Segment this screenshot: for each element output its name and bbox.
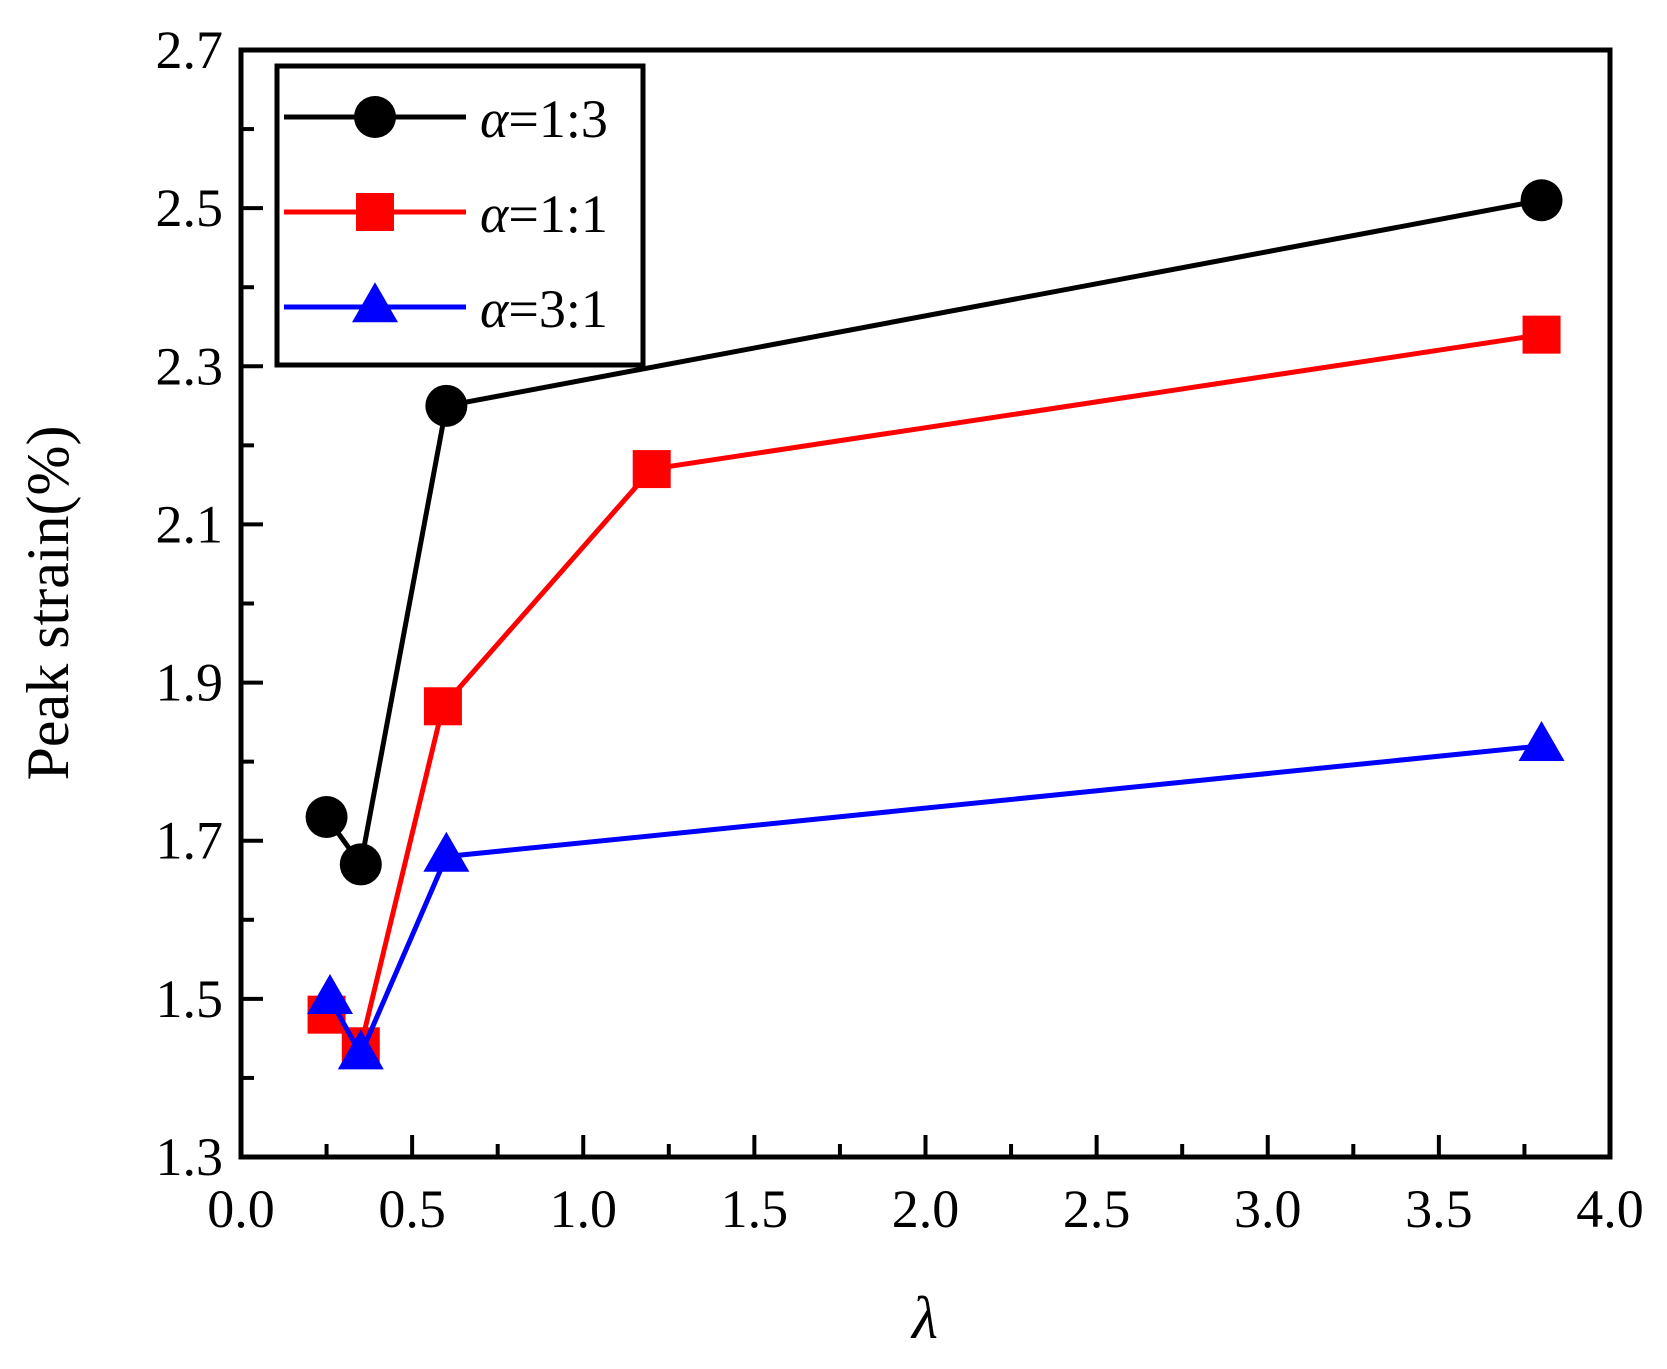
series-1-point xyxy=(305,795,348,838)
y-tick-labels: 1.3 1.5 1.7 1.9 2.1 2.3 2.5 2.7 xyxy=(156,20,224,1187)
series-2-point xyxy=(632,450,671,489)
legend-ratio: =3:1 xyxy=(508,279,607,339)
series-3-line xyxy=(327,743,1542,1057)
x-axis-title: λ xyxy=(910,1285,938,1351)
legend-symbol: α xyxy=(480,89,510,149)
series-3-point xyxy=(306,974,353,1015)
legend-ratio: =1:3 xyxy=(508,89,607,149)
legend-marker xyxy=(352,282,398,323)
legend-symbol: α xyxy=(480,279,510,339)
series-1-point xyxy=(425,384,468,427)
series-layer xyxy=(305,179,1565,1070)
series-1-point xyxy=(1520,179,1563,222)
series-3 xyxy=(306,721,1565,1070)
series-2-point xyxy=(1522,315,1561,354)
legend-marker xyxy=(354,96,396,138)
x-tick-label: 4.0 xyxy=(1576,1179,1644,1239)
x-tick-labels: 0.0 0.5 1.0 1.5 2.0 2.5 3.0 3.5 4.0 xyxy=(207,1179,1644,1239)
x-tick-label: 3.0 xyxy=(1234,1179,1302,1239)
y-tick-label: 2.1 xyxy=(156,494,224,554)
y-tick-label: 2.7 xyxy=(156,20,224,80)
legend-marker xyxy=(356,193,394,231)
series-1-line xyxy=(324,197,1543,867)
legend-label: α=1:3 xyxy=(480,89,608,149)
series-3-point xyxy=(1518,721,1565,762)
y-axis-title: Peak strain(%) xyxy=(15,426,81,781)
series-2-line xyxy=(324,332,1542,1049)
y-tick-label: 1.5 xyxy=(156,969,224,1029)
plot-frame xyxy=(238,47,1613,1160)
x-tick-label: 1.0 xyxy=(550,1179,618,1239)
series-3-point xyxy=(337,1029,384,1070)
y-tick-label: 2.5 xyxy=(156,178,224,238)
series-2-point xyxy=(423,687,462,726)
series-1-point xyxy=(339,843,382,886)
x-tick-label: 3.5 xyxy=(1405,1179,1473,1239)
y-tick-label: 1.3 xyxy=(156,1127,224,1187)
y-tick-label: 2.3 xyxy=(156,336,224,396)
x-tick-label: 1.5 xyxy=(721,1179,789,1239)
y-tick-label: 1.7 xyxy=(156,811,224,871)
legend-label: α=3:1 xyxy=(480,279,608,339)
x-tick-label: 2.5 xyxy=(1063,1179,1131,1239)
legend: α=1:3α=1:1α=3:1 xyxy=(274,63,646,368)
x-tick-label: 2.0 xyxy=(892,1179,960,1239)
x-tick-label: 0.5 xyxy=(378,1179,446,1239)
y-tick-label: 1.9 xyxy=(156,653,224,713)
legend-symbol: α xyxy=(480,184,510,244)
legend-label: α=1:1 xyxy=(480,184,608,244)
legend-ratio: =1:1 xyxy=(508,184,607,244)
series-3-point xyxy=(423,831,470,872)
series-1 xyxy=(305,179,1563,886)
x-tick-label: 0.0 xyxy=(207,1179,275,1239)
series-2 xyxy=(307,315,1561,1066)
